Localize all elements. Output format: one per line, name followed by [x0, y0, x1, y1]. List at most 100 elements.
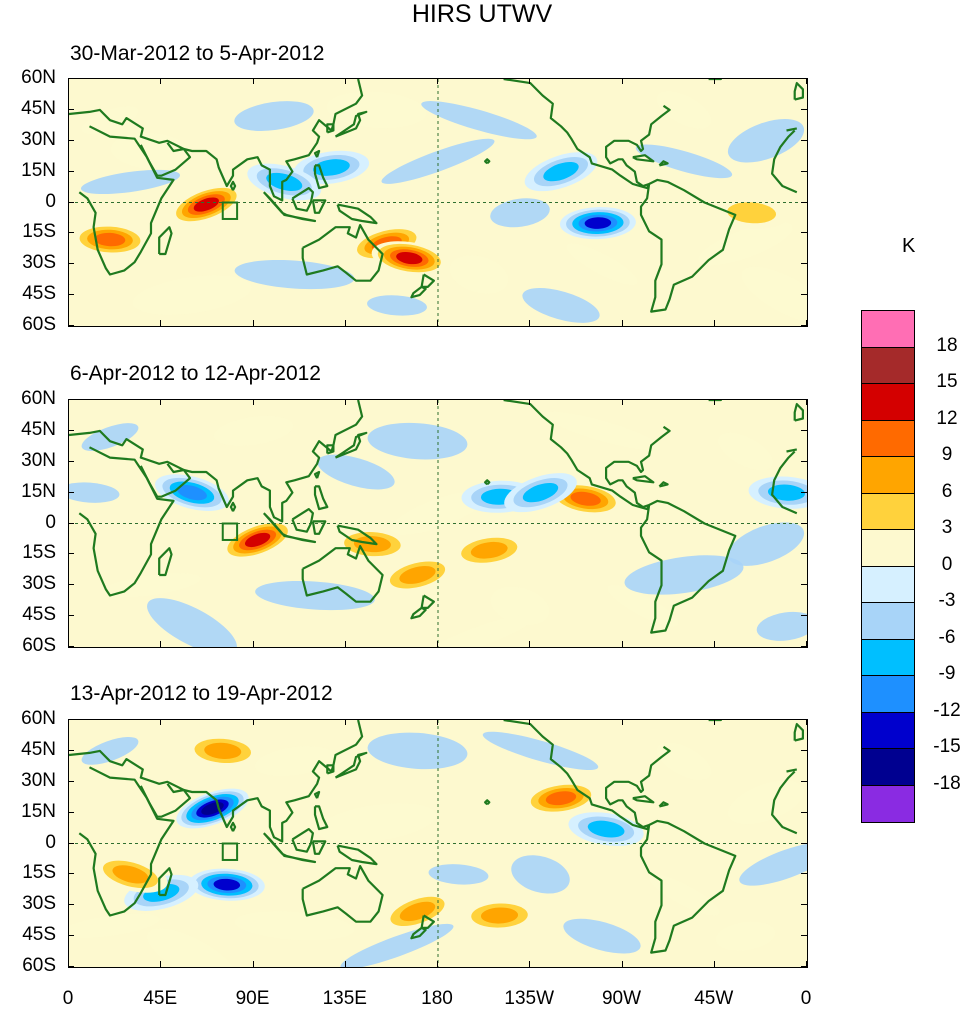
lon-tick [806, 719, 807, 725]
coastline [301, 865, 384, 923]
legend-label: -18 [933, 772, 961, 794]
lat-tick-label: 30S [22, 893, 56, 915]
coastline [786, 127, 798, 132]
lat-tick-label: 60N [21, 708, 56, 729]
legend-label: 0 [941, 553, 953, 575]
coastline [313, 485, 329, 511]
lon-tick [621, 961, 623, 967]
coastline [139, 783, 192, 818]
lon-tick [806, 961, 807, 967]
field-patch [234, 259, 355, 290]
lat-tick-label: 45S [22, 924, 56, 946]
panel-2-field [69, 400, 807, 647]
field-texture [69, 731, 807, 967]
lon-tick [713, 399, 715, 405]
anomaly-contour [204, 742, 242, 759]
field-patch [739, 842, 807, 886]
lon-tick [621, 719, 623, 725]
coastline [311, 520, 327, 535]
field-patch [390, 491, 486, 535]
lat-tick [68, 460, 74, 462]
legend-label: -3 [938, 590, 956, 611]
anomaly-contour [396, 251, 423, 265]
anomaly-contour [522, 482, 559, 503]
coastline [313, 149, 321, 158]
field-patch [449, 255, 509, 294]
field-patch [428, 864, 489, 885]
lat-tick [68, 780, 74, 782]
legend-label: -12 [933, 699, 961, 721]
lat-tick [801, 719, 807, 720]
lat-tick-label: 60N [21, 67, 56, 88]
coastline [770, 770, 798, 835]
legend-label: 18 [936, 334, 958, 356]
lon-tick [621, 399, 623, 405]
coastline [158, 226, 173, 256]
lon-tick [160, 719, 162, 725]
lon-tick [68, 641, 69, 647]
field-patch [522, 288, 600, 323]
lon-tick [437, 320, 438, 326]
field-patch [566, 243, 638, 286]
coastline [336, 844, 378, 866]
anomaly-contour [767, 484, 806, 501]
field-patch [715, 921, 776, 951]
lon-tick [68, 719, 69, 725]
lon-tick [160, 320, 162, 326]
lon-tick-label: 0 [800, 988, 812, 1009]
field-patch [511, 855, 570, 894]
panel-3-title: 13-Apr-2012 to 19-Apr-2012 [70, 682, 333, 705]
legend-swatch [861, 456, 915, 495]
lon-tick [713, 320, 715, 326]
field-patch [718, 432, 773, 471]
anomaly-contour [244, 532, 271, 548]
lat-tick [68, 873, 74, 875]
coastline [334, 431, 368, 459]
legend-swatch [861, 529, 915, 568]
coastline [229, 821, 237, 832]
lon-tick [806, 320, 807, 326]
lat-tick-label: 60N [21, 388, 56, 409]
anomaly-contour [213, 878, 241, 891]
lon-tick-label: 135E [322, 988, 367, 1009]
lat-tick-label: 60S [22, 955, 56, 976]
lat-tick-label: 0 [45, 511, 56, 533]
legend-swatch [861, 748, 915, 787]
lon-tick [160, 399, 162, 405]
lon-tick [160, 78, 162, 84]
field-patch [234, 101, 314, 131]
lon-tick [68, 961, 69, 967]
coastline [229, 501, 237, 512]
field-patch [317, 454, 395, 490]
lon-tick-label: 180 [421, 988, 453, 1009]
coastline [313, 164, 329, 190]
anomaly-contour [399, 901, 436, 922]
coastline [229, 180, 237, 191]
lat-tick [801, 263, 807, 265]
lon-tick [621, 641, 623, 647]
field-patch [656, 91, 712, 129]
lon-tick [344, 719, 346, 725]
anomaly-contour [584, 217, 612, 229]
coastline [658, 801, 669, 808]
lat-tick [801, 78, 807, 79]
lon-tick [529, 78, 531, 84]
coastline [639, 499, 737, 634]
lat-tick [68, 842, 74, 844]
lat-tick [68, 399, 74, 400]
field-patch [69, 482, 120, 503]
lon-tick [252, 961, 254, 967]
coastline [658, 160, 669, 167]
coastline [139, 463, 192, 498]
field-patch [490, 198, 550, 228]
lat-tick [801, 491, 807, 493]
lon-tick [806, 78, 807, 84]
field-patch [741, 266, 807, 324]
lat-tick [68, 719, 74, 720]
coastline [291, 186, 314, 212]
coastline [793, 81, 805, 101]
legend-label: 3 [941, 517, 953, 538]
coastline [410, 606, 427, 620]
lat-tick [68, 170, 74, 172]
coastline [69, 79, 364, 202]
